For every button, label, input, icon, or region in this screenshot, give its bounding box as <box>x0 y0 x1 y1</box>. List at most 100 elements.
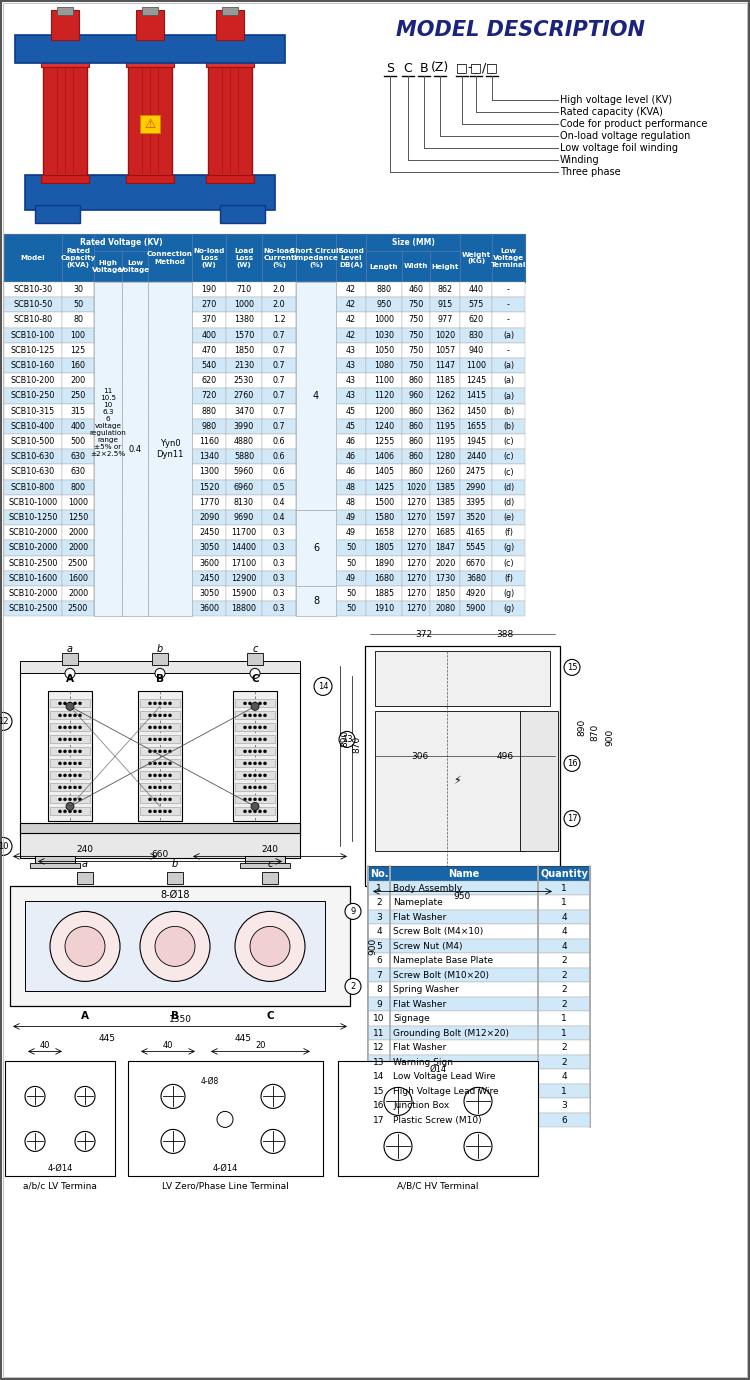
Text: 2000: 2000 <box>68 529 88 537</box>
Bar <box>402 495 430 511</box>
Bar <box>296 571 336 586</box>
Bar <box>192 357 226 373</box>
Text: 0.7: 0.7 <box>273 422 285 431</box>
Bar <box>122 556 148 571</box>
Bar <box>368 880 590 896</box>
Bar <box>62 418 94 433</box>
Bar <box>226 480 262 495</box>
Text: 1000: 1000 <box>68 498 88 506</box>
Bar <box>368 1098 590 1112</box>
Circle shape <box>68 726 71 729</box>
Text: □: □ <box>456 62 468 75</box>
Text: No.: No. <box>370 868 388 879</box>
Bar <box>94 526 122 541</box>
Circle shape <box>164 738 166 741</box>
Bar <box>94 556 122 571</box>
Circle shape <box>74 713 76 716</box>
Circle shape <box>244 726 247 729</box>
Text: 10: 10 <box>374 1014 385 1023</box>
Text: 0.7: 0.7 <box>273 346 285 355</box>
Text: 2990: 2990 <box>466 483 486 491</box>
Circle shape <box>254 738 257 741</box>
Text: Three phase: Three phase <box>560 167 621 177</box>
Bar <box>366 556 402 571</box>
Bar <box>366 433 402 450</box>
Text: 750: 750 <box>408 316 424 324</box>
Bar <box>430 418 460 433</box>
Bar <box>296 511 336 526</box>
Bar <box>4 235 525 282</box>
Circle shape <box>254 749 257 753</box>
Circle shape <box>248 738 251 741</box>
Circle shape <box>58 738 62 741</box>
Bar <box>402 541 430 556</box>
Text: SCB10-50: SCB10-50 <box>13 301 52 309</box>
Text: 2450: 2450 <box>199 529 219 537</box>
Text: 4920: 4920 <box>466 589 486 598</box>
Bar <box>460 465 492 480</box>
Bar <box>226 357 262 373</box>
Bar <box>148 342 192 357</box>
Text: SCB10-315: SCB10-315 <box>10 407 56 415</box>
Text: 1195: 1195 <box>435 437 455 446</box>
Bar <box>368 1025 590 1041</box>
Circle shape <box>74 798 76 800</box>
Bar <box>62 312 94 327</box>
Bar <box>192 342 226 357</box>
Circle shape <box>254 785 257 789</box>
Bar <box>262 556 296 571</box>
Bar <box>20 667 300 836</box>
Text: (c): (c) <box>503 437 514 446</box>
Circle shape <box>164 713 166 716</box>
Text: (g): (g) <box>503 604 515 613</box>
Circle shape <box>164 774 166 777</box>
Text: SCB10-250: SCB10-250 <box>10 392 56 400</box>
Text: Nameplate: Nameplate <box>393 898 442 907</box>
Bar <box>62 526 94 541</box>
Text: 13: 13 <box>342 736 352 744</box>
Bar <box>148 541 192 556</box>
Circle shape <box>251 702 259 711</box>
Text: 1280: 1280 <box>435 453 455 461</box>
Text: SCB10-2500: SCB10-2500 <box>8 559 58 567</box>
Text: 18800: 18800 <box>232 604 256 613</box>
Bar <box>148 465 192 480</box>
Circle shape <box>158 738 161 741</box>
Circle shape <box>244 810 247 813</box>
Text: 500: 500 <box>70 437 86 446</box>
Bar <box>148 235 192 282</box>
Bar <box>368 1041 590 1054</box>
Bar <box>296 297 336 312</box>
Bar <box>30 864 80 868</box>
Circle shape <box>158 762 161 765</box>
Bar <box>94 235 148 251</box>
Bar <box>262 312 296 327</box>
Text: 4165: 4165 <box>466 529 486 537</box>
Bar <box>62 495 94 511</box>
Bar <box>62 297 94 312</box>
Text: 2: 2 <box>350 983 355 991</box>
Circle shape <box>79 762 82 765</box>
Text: No-load
Loss
(W): No-load Loss (W) <box>194 248 225 268</box>
Text: 3470: 3470 <box>234 407 254 415</box>
Text: 388: 388 <box>496 629 514 639</box>
Text: SCB10-100: SCB10-100 <box>11 331 55 339</box>
Bar <box>235 748 275 755</box>
Bar <box>460 495 492 511</box>
Bar <box>366 465 402 480</box>
Bar <box>148 495 192 511</box>
Circle shape <box>248 749 251 753</box>
Circle shape <box>154 785 157 789</box>
Circle shape <box>339 731 355 748</box>
Text: 1050: 1050 <box>374 346 394 355</box>
Circle shape <box>244 749 247 753</box>
Text: 2: 2 <box>561 970 567 980</box>
Bar <box>148 602 192 617</box>
Bar <box>240 864 290 868</box>
Bar <box>226 388 262 403</box>
Text: 1850: 1850 <box>234 346 254 355</box>
Bar <box>375 651 550 707</box>
Text: Winding: Winding <box>560 155 600 166</box>
Circle shape <box>164 726 166 729</box>
Bar <box>492 602 525 617</box>
